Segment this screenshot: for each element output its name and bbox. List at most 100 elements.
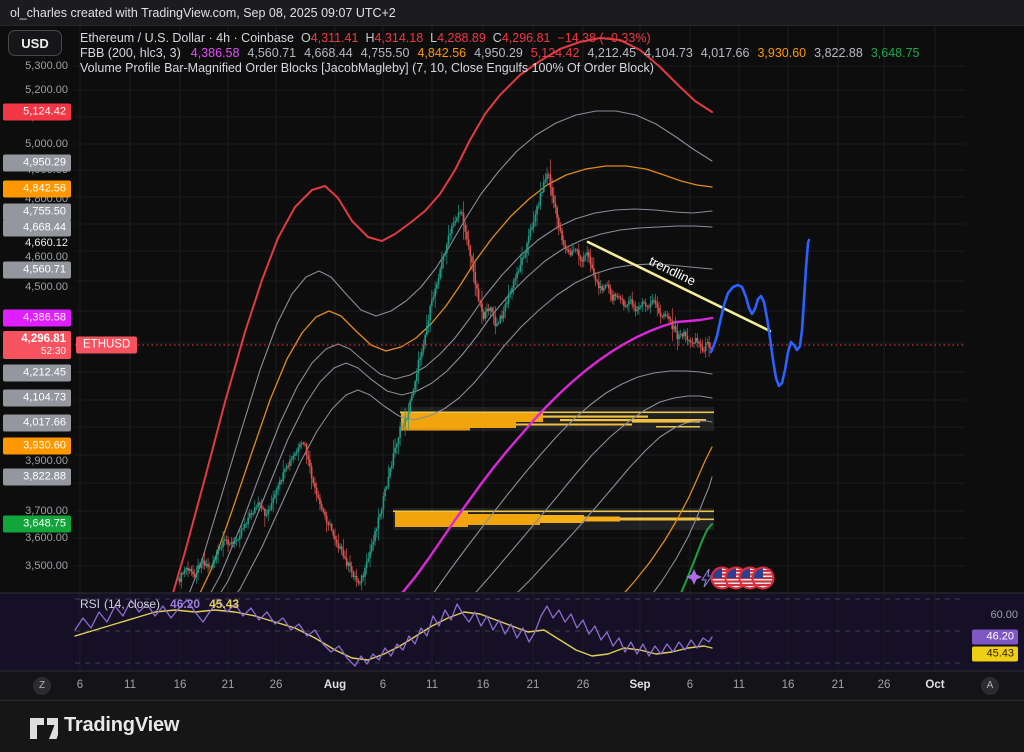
- time-axis-tick: 21: [221, 679, 235, 691]
- lightning-icon: [701, 568, 713, 588]
- price-axis-badge: 5,124.42: [3, 103, 71, 121]
- price-axis-label: 4,600.00: [25, 251, 68, 263]
- current-price-badge: 4,296.81 52:30: [3, 331, 71, 359]
- bar-countdown: 52:30: [40, 346, 66, 357]
- ohlc-key: O: [300, 31, 311, 45]
- rsi-legend[interactable]: RSI (14, close) 46.20 45.43: [80, 597, 239, 611]
- band-fbb-upper-4560: [237, 263, 713, 592]
- band-fbb-basis-4386: [401, 316, 714, 592]
- volume-profile-indicator-title: Volume Profile Bar-Magnified Order Block…: [80, 61, 654, 75]
- fbb-band-value: 3,822.88: [814, 46, 863, 60]
- band-fbb-upper-4950: [189, 110, 713, 592]
- trendline-drawing[interactable]: [586, 240, 772, 333]
- time-axis-tick: 6: [379, 679, 387, 691]
- band-fbb-lower-3648: [680, 523, 713, 592]
- ohlc-key: L: [430, 31, 438, 45]
- price-axis-badge: 4,212.45: [3, 364, 71, 382]
- axis-settings-button[interactable]: A: [981, 677, 999, 695]
- legend-volume-profile-row[interactable]: Volume Profile Bar-Magnified Order Block…: [80, 61, 919, 76]
- fbb-band-value: 4,668.44: [304, 46, 353, 60]
- ohlc-values: O4,311.41 H4,314.18 L4,288.89 C4,296.81: [294, 31, 551, 45]
- rsi-title: RSI: [80, 597, 101, 611]
- band-fbb-upper-4668: [220, 225, 713, 592]
- ohlc-value: 4,311.41: [310, 31, 359, 45]
- sticker-emojis[interactable]: [686, 566, 775, 590]
- legend-symbol-row[interactable]: Ethereum / U.S. Dollar · 4h · Coinbase O4…: [80, 31, 919, 46]
- time-axis-tick: 26: [877, 679, 891, 691]
- credit-text: ol_charles created with TradingView.com,…: [10, 6, 396, 20]
- rsi-axis-badge: 46.20: [972, 629, 1018, 645]
- price-axis-label: 3,700.00: [25, 505, 68, 517]
- time-axis-tick: 6: [76, 679, 84, 691]
- symbol-price-label: ETHUSD: [76, 336, 138, 354]
- band-fbb-lower-4104: [475, 395, 713, 592]
- price-axis-badge: 3,930.60: [3, 437, 71, 455]
- price-axis-badge: 4,104.73: [3, 389, 71, 407]
- band-fbb-upper-4755: [210, 208, 713, 592]
- rsi-main-value: 46.20: [170, 597, 201, 611]
- price-axis-label: 4,500.00: [25, 281, 68, 293]
- time-axis-tick: Aug: [323, 679, 347, 691]
- fbb-band-value: 5,124.42: [530, 46, 580, 60]
- current-price-value: 4,296.81: [21, 333, 66, 345]
- projection-path-drawing: [709, 238, 811, 388]
- price-axis-badge: 3,822.88: [3, 468, 71, 486]
- currency-toggle-button[interactable]: USD: [8, 30, 62, 56]
- band-fbb-lower-3822: [653, 476, 713, 592]
- rsi-pane-background: [0, 593, 1024, 671]
- change-value: −14.38 (−0.33%): [557, 31, 651, 45]
- time-axis-tick: Sep: [629, 679, 651, 691]
- rsi-main-line: [74, 599, 713, 667]
- band-fbb-lower-4212: [433, 370, 713, 592]
- fbb-band-value: 4,755.50: [360, 46, 410, 60]
- order-block: [393, 508, 714, 530]
- legend-fbb-row[interactable]: FBB (200, hlc3, 3) 4,386.58 4,560.71 4,668.…: [80, 46, 919, 61]
- brand-name[interactable]: TradingView: [64, 714, 180, 736]
- fbb-values: 4,386.58 4,560.71 4,668.44 4,755.50 4,842.56…: [183, 46, 920, 60]
- fbb-band-value: 4,386.58: [190, 46, 240, 60]
- price-axis-badge: 4,842.56: [3, 180, 71, 198]
- rsi-params: (14, close): [104, 597, 161, 611]
- time-axis-tick: 11: [426, 679, 438, 691]
- sparkle-icon: [686, 569, 702, 585]
- time-axis-tick: 16: [781, 679, 795, 691]
- time-axis-tick: 16: [173, 679, 187, 691]
- price-axis-badge: 4,386.58: [3, 309, 71, 327]
- timezone-button[interactable]: Z: [33, 677, 51, 695]
- fbb-band-value: 4,560.71: [247, 46, 297, 60]
- time-axis-tick: 21: [831, 679, 845, 691]
- band-fbb-lower-3930: [624, 446, 713, 592]
- price-axis-label: 5,200.00: [25, 84, 68, 96]
- time-axis-tick: 11: [733, 679, 745, 691]
- fbb-band-value: 3,648.75: [870, 46, 920, 60]
- price-axis-badge: 3,648.75: [3, 515, 71, 533]
- price-axis-label: 4,660.12: [25, 237, 68, 249]
- rsi-axis-label: 60.00: [990, 609, 1018, 621]
- fbb-band-value: 4,212.45: [587, 46, 637, 60]
- order-block: [400, 407, 714, 431]
- price-axis-badge: 4,950.29: [3, 154, 71, 172]
- tradingview-logo-icon[interactable]: [28, 711, 58, 741]
- rsi-axis-badge: 45.43: [972, 646, 1018, 662]
- band-fbb-upper-5124: [172, 37, 713, 592]
- ohlc-value: 4,314.18: [374, 31, 424, 45]
- fbb-band-value: 4,842.56: [417, 46, 467, 60]
- time-axis[interactable]: 6 11 16 21 26 Aug 6 11 16 21 26 Sep 6 11 16 21 26 Oct Z A: [0, 672, 1024, 700]
- time-axis-tick: 6: [686, 679, 694, 691]
- price-axis-label: 3,900.00: [25, 455, 68, 467]
- us-flag-icon: [751, 566, 775, 590]
- time-axis-tick: 21: [526, 679, 540, 691]
- fbb-band-value: 4,017.66: [700, 46, 750, 60]
- fbb-indicator-title: FBB (200, hlc3, 3): [80, 46, 181, 60]
- symbol-title: Ethereum / U.S. Dollar · 4h · Coinbase: [80, 31, 294, 45]
- price-axis-label: 3,600.00: [25, 532, 68, 544]
- price-axis-badge: 4,755.50: [3, 203, 71, 221]
- fbb-band-value: 4,950.29: [474, 46, 523, 60]
- price-axis-badge: 4,668.44: [3, 219, 71, 237]
- price-axis-badge: 4,017.66: [3, 414, 71, 432]
- time-axis-tick: 11: [124, 679, 136, 691]
- ohlc-key: C: [492, 31, 502, 45]
- fbb-band-value: 4,104.73: [644, 46, 693, 60]
